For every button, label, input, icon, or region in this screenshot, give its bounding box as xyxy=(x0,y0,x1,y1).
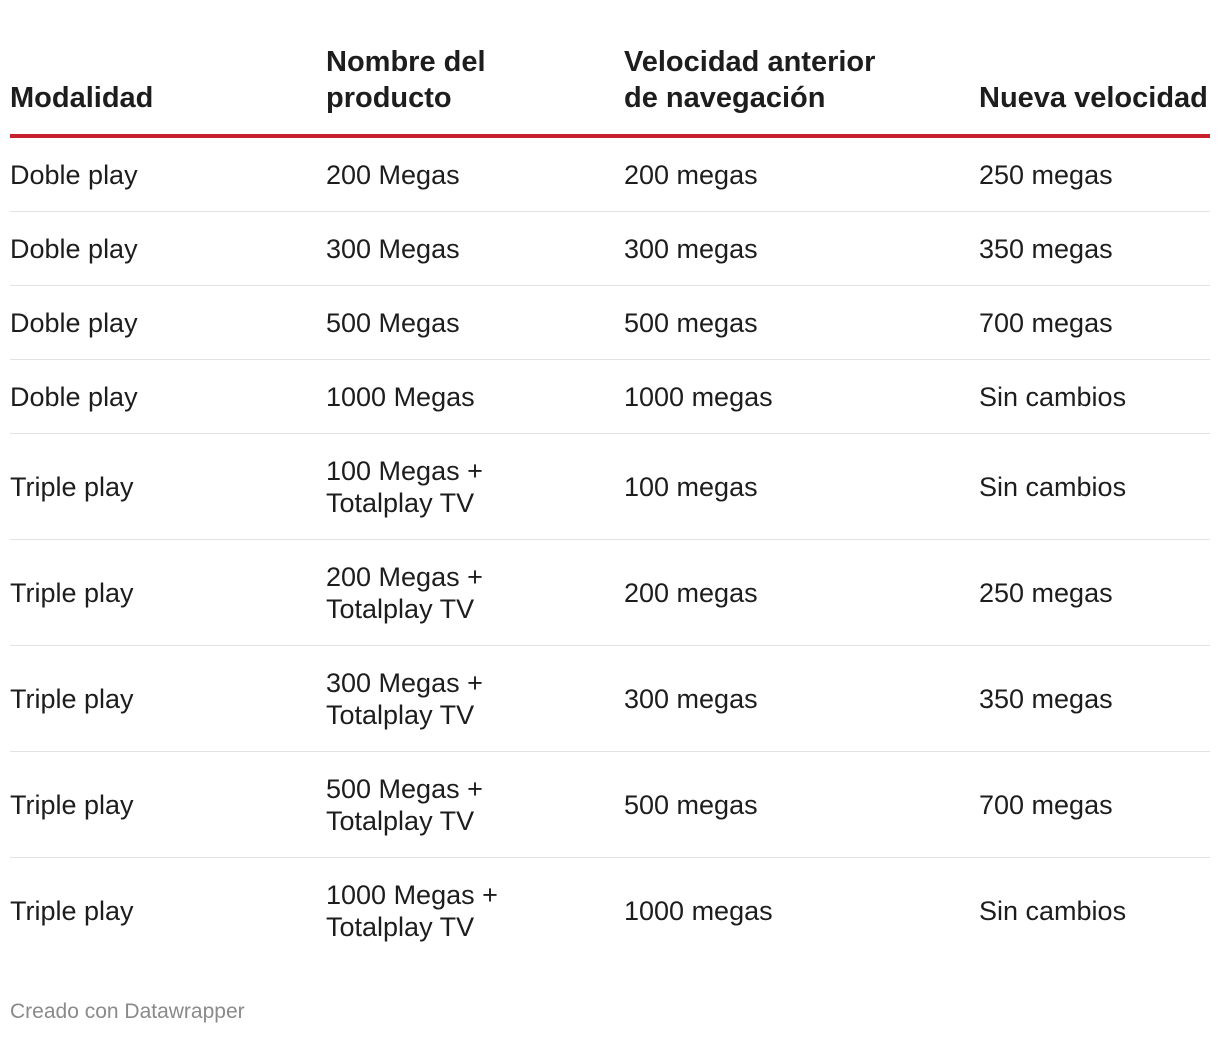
table-row: Triple play 1000 Megas + Totalplay TV 1000 … xyxy=(10,858,1210,964)
column-header-velocidad-anterior: Velocidad anterior de navegación xyxy=(624,44,979,138)
cell-velocidad-anterior: 300 megas xyxy=(624,211,979,286)
cell-nueva-velocidad: 250 megas xyxy=(979,136,1210,212)
data-table: Modalidad Nombre del producto Velocidad a… xyxy=(10,44,1210,963)
cell-producto: 1000 Megas + Totalplay TV xyxy=(326,858,624,964)
cell-nueva-velocidad: Sin cambios xyxy=(979,895,1127,926)
cell-velocidad-anterior: 1000 megas xyxy=(624,359,979,434)
cell-velocidad-anterior: 200 megas xyxy=(624,539,979,646)
cell-producto: 500 Megas xyxy=(326,285,624,360)
column-header-modalidad: Modalidad xyxy=(10,44,326,138)
column-header-line: Modalidad xyxy=(10,82,154,114)
cell-nueva-velocidad: 700 megas xyxy=(979,751,1210,858)
cell-line: 200 Megas xyxy=(326,159,460,190)
cell-velocidad-anterior: 200 megas xyxy=(624,136,979,212)
cell-velocidad-anterior: 100 megas xyxy=(624,433,979,540)
cell-modalidad: Doble play xyxy=(10,285,326,360)
cell-producto: 200 Megas + Totalplay TV xyxy=(326,539,624,646)
cell-line: Totalplay TV xyxy=(326,699,475,730)
cell-nueva-velocidad: 700 megas xyxy=(979,285,1210,360)
table-row: Doble play 300 Megas 300 megas 350 megas xyxy=(10,211,1210,286)
cell-modalidad: Doble play xyxy=(10,136,326,212)
cell-line: 1000 Megas + xyxy=(326,879,498,910)
column-header-line: Nueva velocidad xyxy=(979,82,1208,114)
cell-modalidad: Doble play xyxy=(10,211,326,286)
cell-producto: 100 Megas + Totalplay TV xyxy=(326,433,624,540)
cell-modalidad: Triple play xyxy=(10,433,326,540)
cell-modalidad: Triple play xyxy=(10,645,326,752)
cell-producto: 500 Megas + Totalplay TV xyxy=(326,751,624,858)
column-header-line: de navegación xyxy=(624,82,826,114)
cell-velocidad-anterior: 500 megas xyxy=(624,751,979,858)
cell-modalidad: Triple play xyxy=(10,895,134,926)
column-header-line: Velocidad anterior xyxy=(624,46,876,78)
cell-producto: 1000 Megas xyxy=(326,359,624,434)
column-header-line: Nombre del xyxy=(326,46,486,78)
cell-line: Totalplay TV xyxy=(326,911,475,942)
cell-line: 500 Megas + xyxy=(326,773,483,804)
table-row: Triple play 300 Megas + Totalplay TV 300 me… xyxy=(10,645,1210,752)
cell-producto: 300 Megas xyxy=(326,211,624,286)
column-header-producto: Nombre del producto xyxy=(326,44,624,138)
table-row: Doble play 500 Megas 500 megas 700 megas xyxy=(10,285,1210,360)
cell-nueva-velocidad: 350 megas xyxy=(979,645,1210,752)
cell-nueva-velocidad: Sin cambios xyxy=(979,359,1210,434)
table-body: Doble play 200 Megas 200 megas 250 megas Dob… xyxy=(10,136,1210,963)
cell-velocidad-anterior: 500 megas xyxy=(624,285,979,360)
table-row: Triple play 100 Megas + Totalplay TV 100 me… xyxy=(10,433,1210,540)
cell-line: 100 Megas + xyxy=(326,455,483,486)
cell-modalidad: Triple play xyxy=(10,751,326,858)
cell-line: 300 Megas + xyxy=(326,667,483,698)
cell-line: 200 Megas + xyxy=(326,561,483,592)
cell-line: Totalplay TV xyxy=(326,805,475,836)
table-row: Doble play 200 Megas 200 megas 250 megas xyxy=(10,136,1210,212)
table-header-row: Modalidad Nombre del producto Velocidad a… xyxy=(10,44,1210,138)
cell-nueva-velocidad: 250 megas xyxy=(979,539,1210,646)
table-row: Doble play 1000 Megas 1000 megas Sin cambio… xyxy=(10,359,1210,434)
cell-line: Totalplay TV xyxy=(326,593,475,624)
column-header-nueva-velocidad: Nueva velocidad xyxy=(979,44,1210,138)
table-row: Triple play 200 Megas + Totalplay TV 200 me… xyxy=(10,539,1210,646)
data-table-container: Modalidad Nombre del producto Velocidad a… xyxy=(10,44,1210,963)
cell-producto: 200 Megas xyxy=(326,136,624,212)
cell-line: Totalplay TV xyxy=(326,487,475,518)
cell-velocidad-anterior: 300 megas xyxy=(624,645,979,752)
cell-modalidad: Triple play xyxy=(10,539,326,646)
table-row: Triple play 500 Megas + Totalplay TV 500 me… xyxy=(10,751,1210,858)
footer-credit: Creado con Datawrapper xyxy=(10,1000,245,1023)
cell-modalidad: Doble play xyxy=(10,359,326,434)
cell-line: 1000 Megas xyxy=(326,381,475,412)
cell-producto: 300 Megas + Totalplay TV xyxy=(326,645,624,752)
cell-velocidad-anterior: 1000 megas xyxy=(624,895,773,926)
cell-nueva-velocidad: 350 megas xyxy=(979,211,1210,286)
cell-nueva-velocidad: Sin cambios xyxy=(979,433,1210,540)
cell-line: 300 Megas xyxy=(326,233,460,264)
column-header-line: producto xyxy=(326,82,452,114)
cell-line: 500 Megas xyxy=(326,307,460,338)
